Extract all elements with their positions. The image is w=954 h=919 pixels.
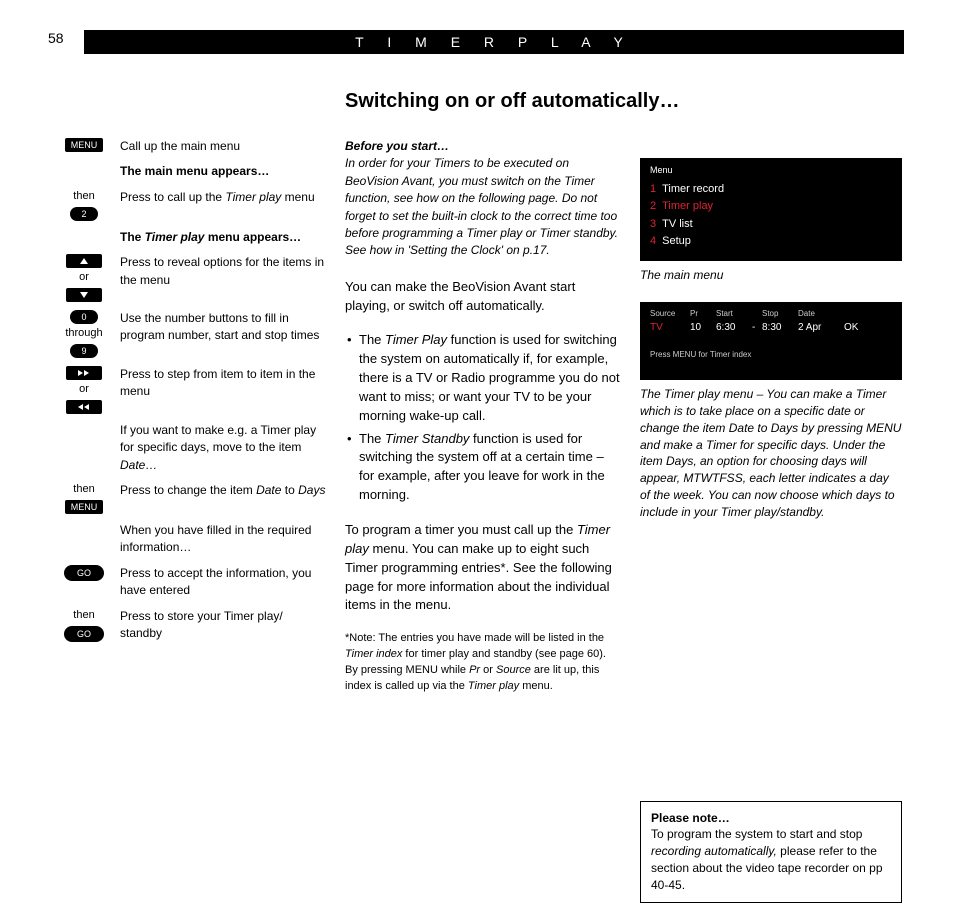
or-label: or <box>79 270 89 286</box>
step-text: Press to call up the Timer play menu <box>120 189 328 206</box>
osd-menu-item: 2Timer play <box>650 198 790 216</box>
paragraph: To program a timer you must call up the … <box>345 521 620 615</box>
number-0-button: 0 <box>70 310 98 324</box>
osd-value-pr: 10 <box>690 321 714 335</box>
osd-menu-item: 4Setup <box>650 233 790 251</box>
then-label: then <box>73 189 94 205</box>
osd-hint: Press MENU for Timer index <box>650 349 892 360</box>
col-header: Start <box>716 308 750 319</box>
osd-caption: The main menu <box>640 267 902 284</box>
menu-button: MENU <box>65 500 104 514</box>
col-header: Stop <box>762 308 796 319</box>
number-2-button: 2 <box>70 207 98 221</box>
osd-value-date: 2 Apr <box>798 321 842 335</box>
osd-main-menu: Menu 1Timer record2Timer play3TV list4Se… <box>640 158 902 261</box>
then-label: then <box>73 482 94 498</box>
osd-timer-play-menu: Source Pr Start Stop Date TV 10 6:30 - 8… <box>640 302 902 380</box>
col-header: Pr <box>690 308 714 319</box>
step-text: If you want to make e.g. a Timer play fo… <box>120 422 328 474</box>
right-column: Menu 1Timer record2Timer play3TV list4Se… <box>640 158 902 903</box>
step-text: Press to step from item to item in the m… <box>120 366 328 401</box>
list-item: The Timer Standby function is used for s… <box>345 430 620 505</box>
menu-button: MENU <box>65 138 104 152</box>
note-heading: Please note… <box>651 811 730 825</box>
step-text: Press to reveal options for the items in… <box>120 254 328 289</box>
left-instructions-column: MENU Call up the main menu The main menu… <box>48 138 328 650</box>
status-text: The main menu appears… <box>120 163 328 180</box>
page-number: 58 <box>48 30 64 46</box>
or-label: or <box>79 382 89 398</box>
osd2-caption: The Timer play menu – You can make a Tim… <box>640 386 902 520</box>
osd-value-source: TV <box>650 321 688 335</box>
osd-menu-item: 3TV list <box>650 216 790 234</box>
step-text: When you have filled in the required inf… <box>120 522 328 557</box>
rewind-button <box>66 400 102 414</box>
step-text: Press to accept the information, you hav… <box>120 565 328 600</box>
step-text: Use the number buttons to fill in progra… <box>120 310 328 345</box>
step-text: Press to change the item Date to Days <box>120 482 328 499</box>
intro-paragraph: In order for your Timers to be executed … <box>345 155 620 259</box>
go-button: GO <box>64 626 104 642</box>
osd-menu-item: 1Timer record <box>650 181 790 199</box>
header-bar: T I M E R P L A Y <box>84 30 904 54</box>
step-text: Press to store your Timer play/ standby <box>120 608 328 643</box>
status-text: The Timer play menu appears… <box>120 229 328 246</box>
col-header: Date <box>798 308 842 319</box>
up-arrow-button <box>66 254 102 268</box>
down-arrow-button <box>66 288 102 302</box>
through-label: through <box>65 326 102 342</box>
osd-value-start: 6:30 <box>716 321 750 335</box>
number-9-button: 9 <box>70 344 98 358</box>
footnote: *Note: The entries you have made will be… <box>345 631 620 695</box>
col-header: Source <box>650 308 688 319</box>
step-text: Call up the main menu <box>120 138 328 155</box>
paragraph: You can make the BeoVision Avant start p… <box>345 278 620 316</box>
osd-value-ok: OK <box>844 321 874 335</box>
section-title: Switching on or off automatically… <box>345 90 679 113</box>
osd-value-dash: - <box>752 321 760 335</box>
go-button: GO <box>64 565 104 581</box>
osd-value-stop: 8:30 <box>762 321 796 335</box>
body-text-column: Before you start… In order for your Time… <box>345 138 620 711</box>
intro-heading: Before you start… <box>345 138 620 155</box>
please-note-box: Please note… To program the system to st… <box>640 801 902 903</box>
list-item: The Timer Play function is used for swit… <box>345 331 620 425</box>
fast-forward-button <box>66 366 102 380</box>
then-label: then <box>73 608 94 624</box>
osd-menu-label: Menu <box>650 164 790 177</box>
